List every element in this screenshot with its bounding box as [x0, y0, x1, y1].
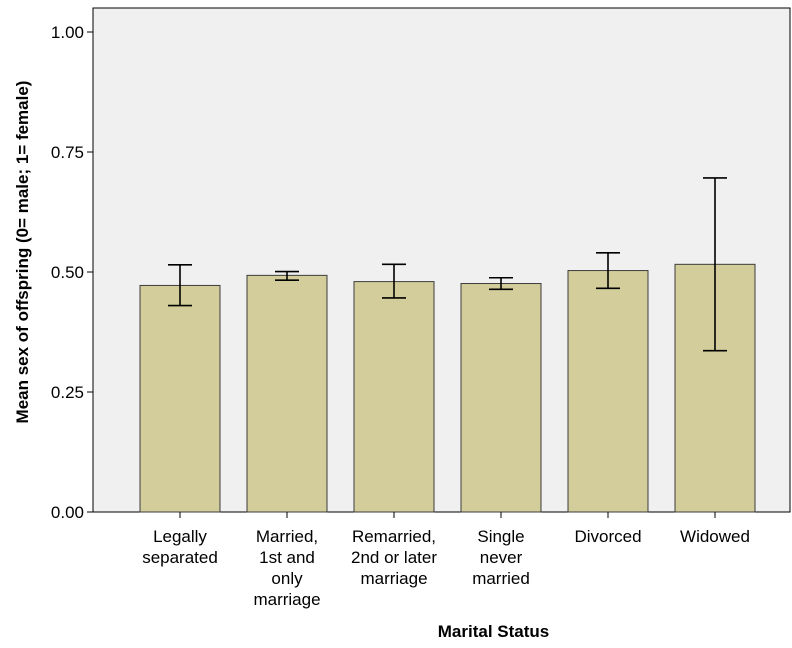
y-tick-label: 0.25 — [51, 383, 84, 402]
y-tick-label: 0.75 — [51, 143, 84, 162]
bar[interactable] — [567, 270, 649, 513]
y-tick-label: 0.00 — [51, 503, 84, 522]
x-tick-label: Single never married — [472, 527, 530, 588]
bar[interactable] — [246, 274, 328, 513]
y-tick-label: 1.00 — [51, 23, 84, 42]
x-tick-label: Widowed — [680, 527, 750, 546]
x-tick-label: Married, 1st and only marriage — [253, 527, 320, 609]
bar[interactable] — [353, 281, 435, 513]
y-tick-label: 0.50 — [51, 263, 84, 282]
bar[interactable] — [460, 283, 542, 513]
bar[interactable] — [139, 284, 221, 513]
y-axis-label: Mean sex of offspring (0= male; 1= femal… — [13, 81, 32, 424]
x-axis-label: Marital Status — [438, 622, 549, 641]
x-tick-label: Legally separated — [142, 527, 218, 567]
x-tick-label: Divorced — [574, 527, 641, 546]
x-tick-label: Remarried, 2nd or later marriage — [351, 527, 437, 588]
